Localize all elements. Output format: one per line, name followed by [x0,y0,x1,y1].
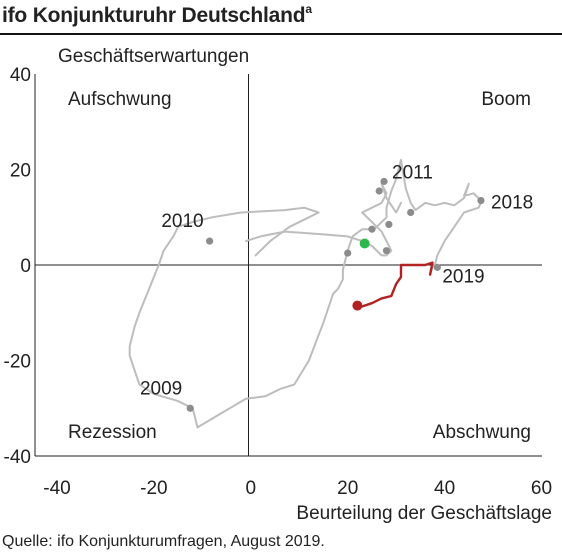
source-note: Quelle: ifo Konjunkturumfragen, August 2… [2,533,325,550]
quadrant-label-aufschwung: Aufschwung [68,89,172,110]
year-label: 2009 [140,378,182,399]
series-layer [128,158,482,429]
chart-title-text: ifo Konjunkturuhr Deutschland [2,4,306,27]
year-marker [186,404,194,412]
year-marker [477,196,485,205]
year-marker [380,177,388,186]
series-line-history [245,182,402,257]
latest-point-marker [352,300,363,311]
year-label: 2019 [442,266,484,287]
year-marker [206,237,214,245]
chart-title-footnote: a [305,2,312,16]
year-marker [375,187,383,195]
year-label: 2010 [161,211,203,232]
x-tick-label: -20 [140,478,167,499]
year-marker [433,263,441,271]
year-marker [407,208,415,217]
y-axis-label: Geschäftserwartungen [58,46,249,67]
y-tick-label: 0 [20,256,31,277]
quadrant-label-abschwung: Abschwung [433,422,531,443]
x-tick-label: 60 [531,478,552,499]
y-tick-label: -20 [4,352,31,373]
series-line-recent [356,261,434,310]
y-tick-labels: 40 20 0 -20 -40 [4,65,31,468]
quadrant-label-boom: Boom [481,89,531,110]
title-rule [0,33,562,35]
year-label: 2018 [491,193,533,214]
marker-layer: 2010 2009 2011 2018 2019 [140,162,533,412]
series-line-history [128,158,482,429]
y-tick-label: 40 [10,65,31,86]
x-tick-label: 0 [246,478,257,499]
x-tick-label: 20 [337,478,358,499]
x-tick-labels: -40 -20 0 20 40 60 [43,478,552,499]
current-point-marker [359,238,370,249]
year-marker [382,247,391,255]
year-marker [368,225,376,233]
year-label: 2011 [392,162,433,183]
year-marker [344,249,352,257]
y-tick-label: 20 [10,161,31,182]
x-tick-label: -40 [43,478,70,499]
year-marker [385,220,393,229]
x-tick-label: 40 [434,478,455,499]
y-tick-label: -40 [4,447,31,468]
x-axis-label: Beurteilung der Geschäftslage [296,503,552,524]
chart-title: ifo Konjunkturuhr Deutschlanda [2,2,312,28]
quadrant-label-rezession: Rezession [68,422,157,443]
